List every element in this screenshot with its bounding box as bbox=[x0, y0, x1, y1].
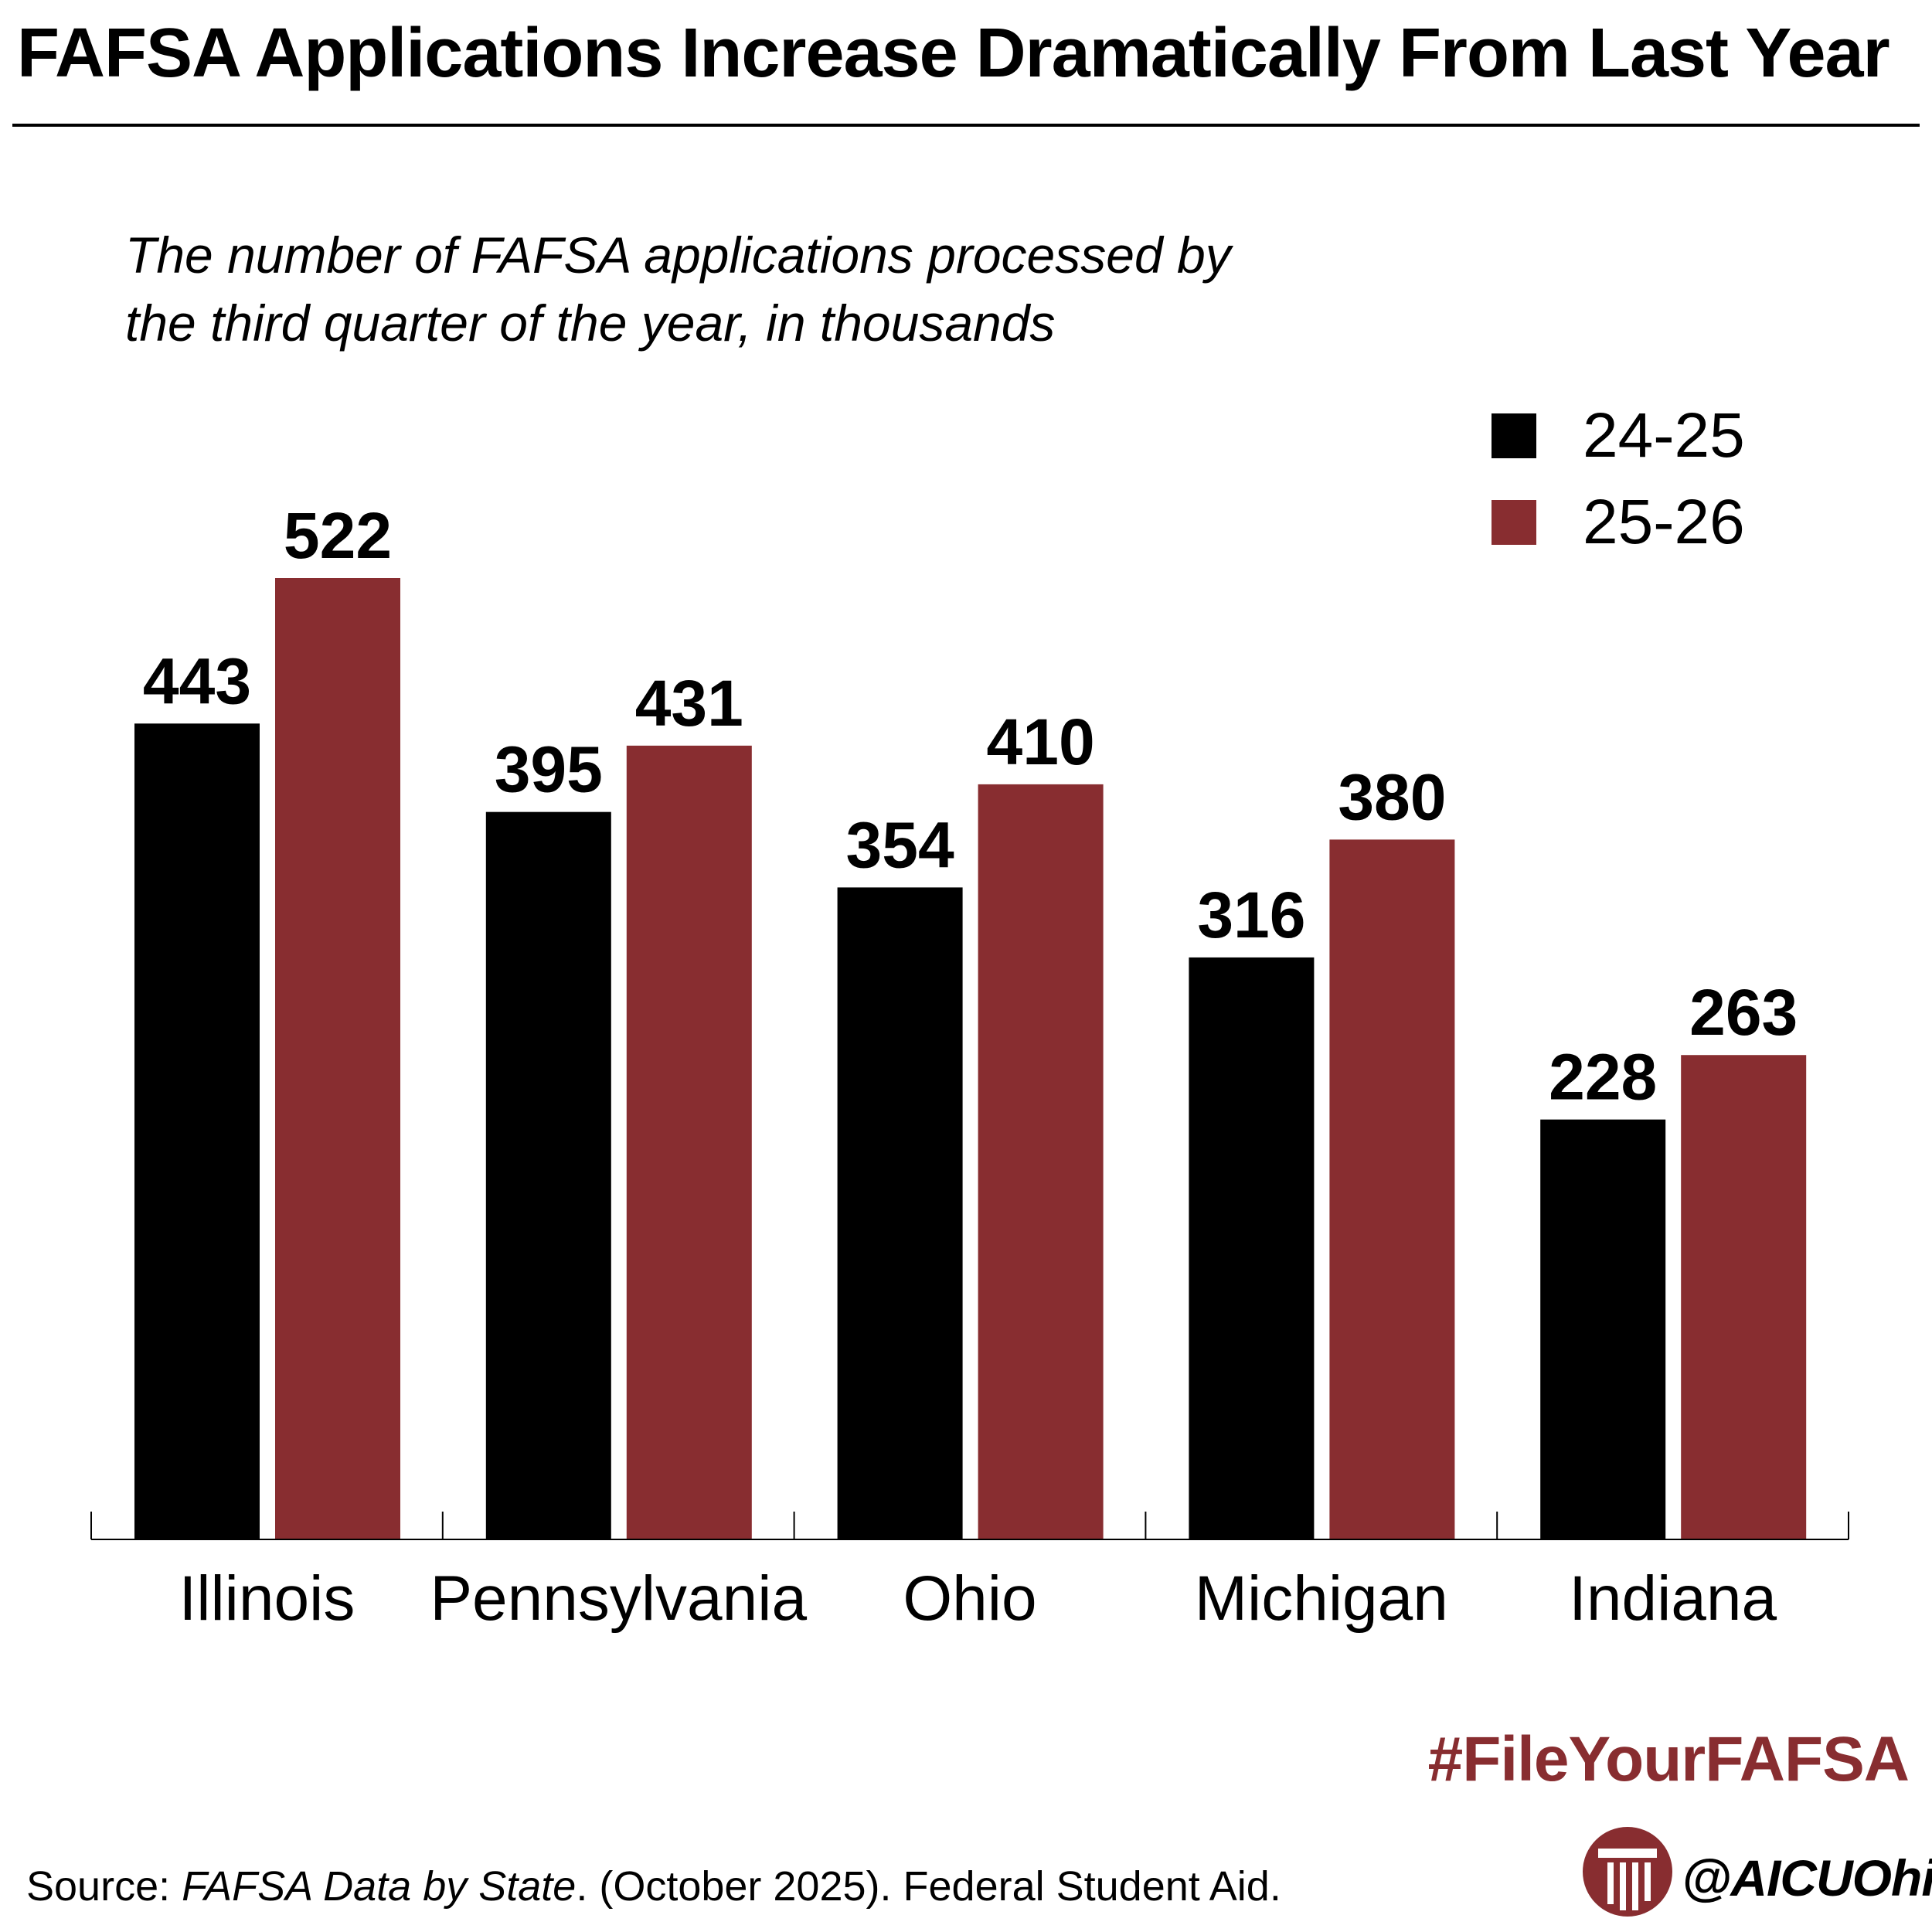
aicu-column-logo-icon bbox=[1583, 1827, 1672, 1917]
bar-ohio-24-25 bbox=[837, 887, 963, 1539]
data-label-pennsylvania-24-25: 395 bbox=[495, 733, 603, 806]
data-label-indiana-25-26: 263 bbox=[1689, 976, 1798, 1049]
source-prefix: Source: bbox=[26, 1863, 182, 1910]
x-tick-label-indiana: Indiana bbox=[1569, 1563, 1777, 1634]
data-label-ohio-25-26: 410 bbox=[987, 706, 1095, 778]
bar-pennsylvania-24-25 bbox=[485, 811, 611, 1539]
x-tick-label-pennsylvania: Pennsylvania bbox=[430, 1563, 807, 1634]
data-label-illinois-24-25: 443 bbox=[143, 645, 251, 717]
bar-illinois-25-26 bbox=[275, 578, 400, 1539]
bar-michigan-25-26 bbox=[1329, 839, 1455, 1539]
source-citation: Source: FAFSA Data by State. (October 20… bbox=[26, 1862, 1281, 1910]
bar-chart: 443 522 Illinois 395 431 Pennsylvania 354 410 Oh… bbox=[90, 499, 1849, 1634]
bar-illinois-24-25 bbox=[134, 723, 260, 1539]
subtitle-line-2: the third quarter of the year, in thousa… bbox=[125, 294, 1056, 352]
data-label-illinois-25-26: 522 bbox=[284, 499, 392, 572]
bar-ohio-25-26 bbox=[978, 784, 1104, 1539]
bar-michigan-24-25 bbox=[1189, 957, 1315, 1539]
legend-item-24-25: 24-25 bbox=[1492, 393, 1745, 479]
x-tick-label-michigan: Michigan bbox=[1195, 1563, 1448, 1634]
hashtag-label: #FileYourFAFSA bbox=[1427, 1724, 1910, 1794]
bar-pennsylvania-25-26 bbox=[626, 745, 752, 1539]
source-title: FAFSA Data by State bbox=[182, 1863, 577, 1910]
bar-indiana-25-26 bbox=[1681, 1055, 1807, 1539]
bar-indiana-24-25 bbox=[1540, 1119, 1666, 1539]
legend-label-25-26: 25-26 bbox=[1583, 487, 1745, 557]
chart-title: FAFSA Applications Increase Dramatically… bbox=[17, 15, 1890, 92]
subtitle-line-1: The number of FAFSA applications process… bbox=[125, 226, 1231, 284]
x-tick-label-ohio: Ohio bbox=[903, 1563, 1036, 1634]
data-label-pennsylvania-25-26: 431 bbox=[635, 667, 743, 740]
x-tick-label-illinois: Illinois bbox=[179, 1563, 355, 1634]
legend: 24-25 25-26 bbox=[1492, 393, 1745, 566]
title-divider bbox=[12, 124, 1920, 127]
data-label-ohio-24-25: 354 bbox=[846, 808, 954, 881]
legend-swatch-24-25 bbox=[1492, 413, 1536, 458]
data-label-michigan-24-25: 316 bbox=[1197, 879, 1305, 951]
legend-item-25-26: 25-26 bbox=[1492, 479, 1745, 566]
source-rest: . (October 2025). Federal Student Aid. bbox=[576, 1863, 1281, 1910]
data-label-indiana-24-25: 228 bbox=[1549, 1041, 1657, 1114]
chart-subtitle: The number of FAFSA applications process… bbox=[125, 221, 1284, 357]
legend-label-24-25: 24-25 bbox=[1583, 400, 1745, 471]
legend-swatch-25-26 bbox=[1492, 500, 1536, 545]
data-label-michigan-25-26: 380 bbox=[1338, 760, 1446, 833]
social-handle: @AICUOhio bbox=[1682, 1849, 1932, 1906]
